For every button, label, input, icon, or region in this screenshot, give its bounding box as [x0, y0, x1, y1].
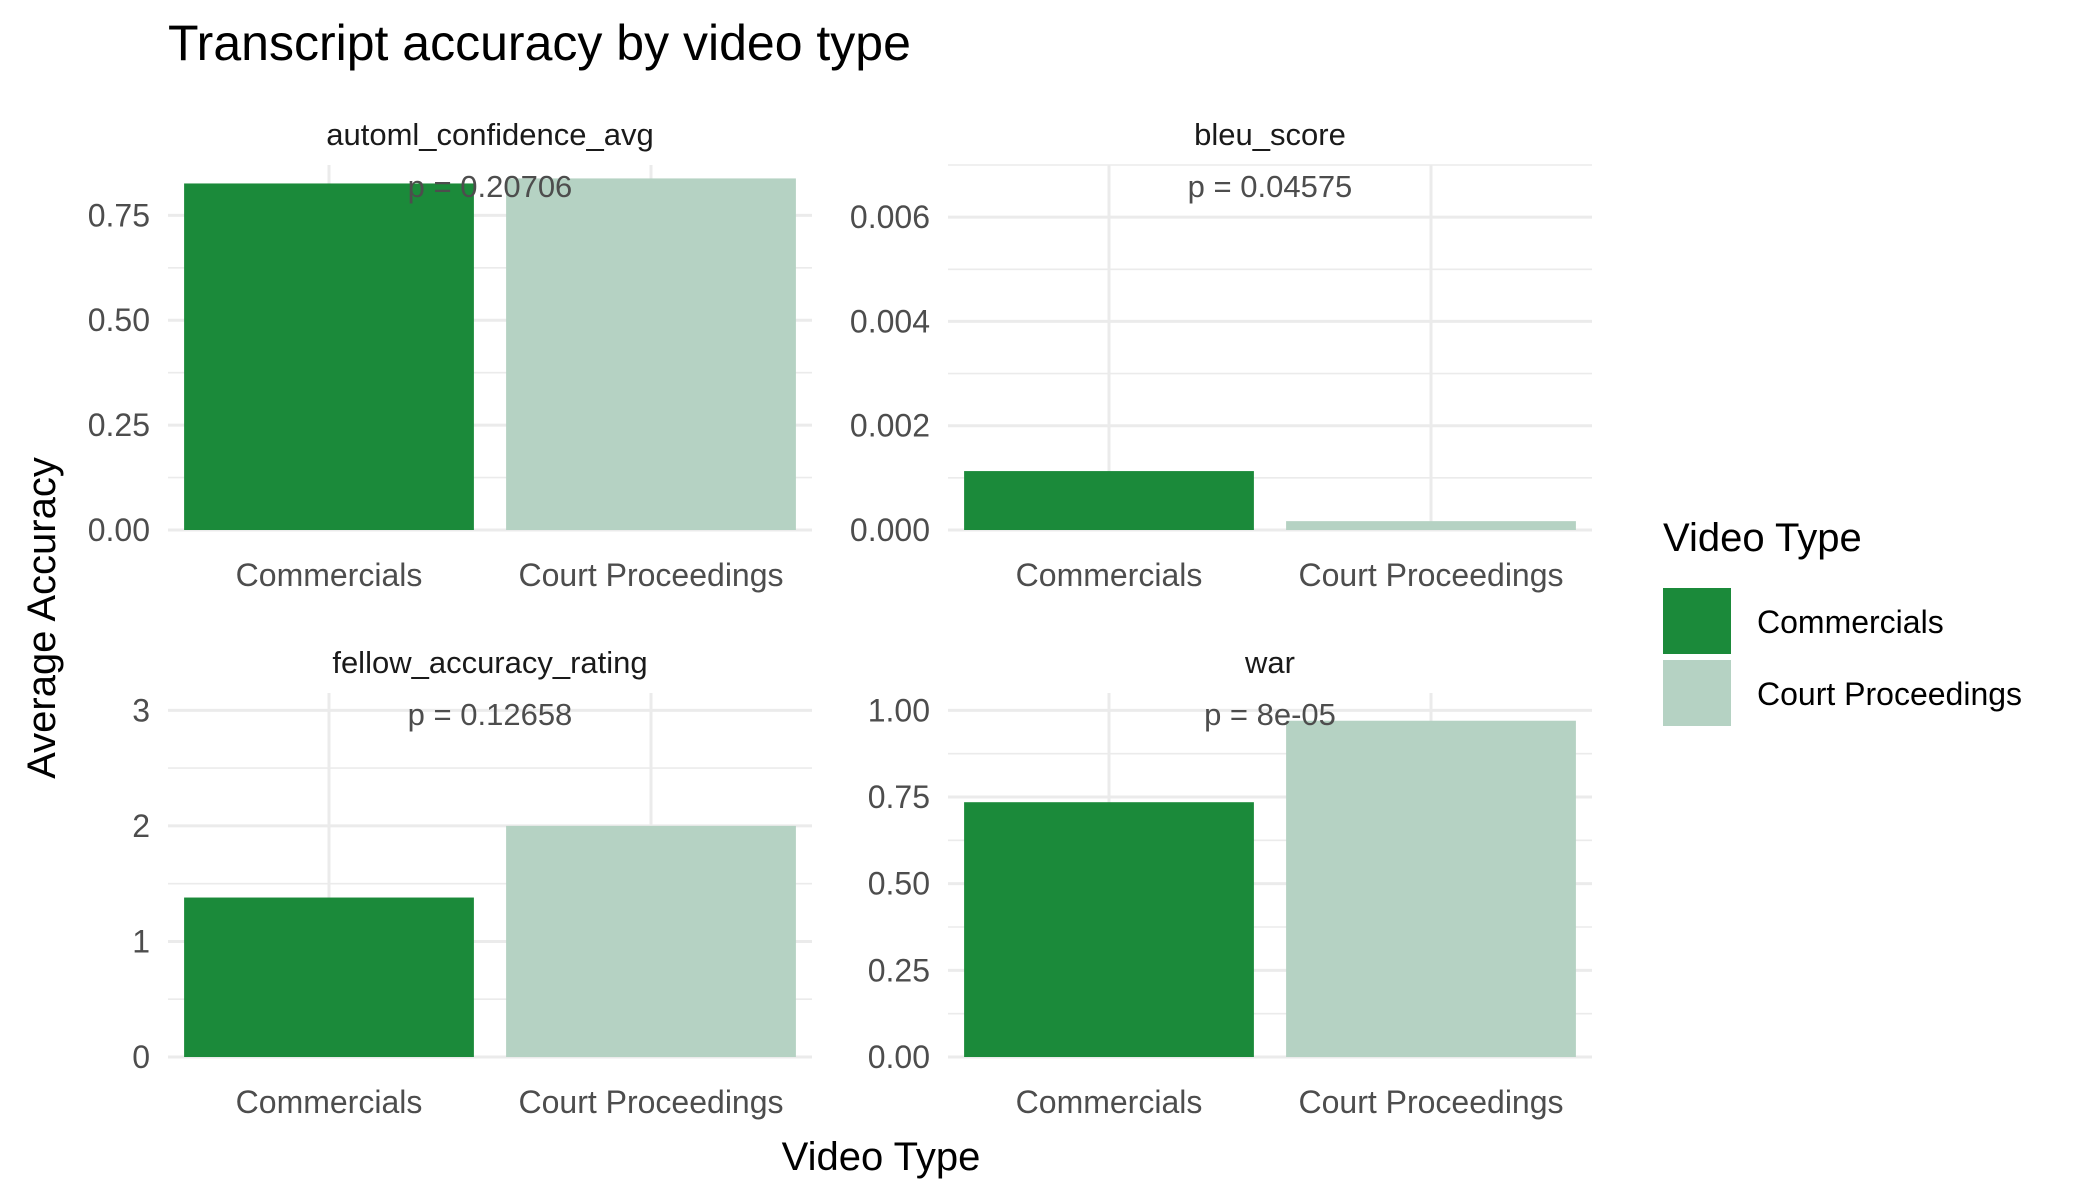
legend-swatch [1663, 588, 1731, 654]
chart-title: Transcript accuracy by video type [168, 15, 911, 71]
p-value-annotation: p = 0.12658 [408, 697, 573, 732]
panel-strip-label: war [1244, 645, 1295, 680]
bar-court-proceedings [506, 825, 796, 1057]
y-axis-title: Average Accuracy [20, 457, 64, 779]
bar-court-proceedings [1286, 521, 1576, 530]
x-tick-label: Court Proceedings [518, 557, 783, 593]
x-tick-label: Commercials [1016, 557, 1203, 593]
y-tick-label: 0 [132, 1039, 150, 1075]
y-tick-label: 0.50 [868, 866, 930, 902]
bar-commercials [964, 802, 1254, 1057]
x-tick-label: Court Proceedings [1298, 557, 1563, 593]
y-tick-label: 0.25 [88, 407, 150, 443]
y-tick-label: 0.004 [850, 303, 930, 339]
y-tick-label: 0.75 [88, 197, 150, 233]
legend-label: Court Proceedings [1757, 676, 2022, 712]
y-tick-label: 0.50 [88, 302, 150, 338]
x-tick-label: Commercials [236, 1084, 423, 1120]
bar-court-proceedings [506, 178, 796, 530]
bar-commercials [964, 471, 1254, 530]
x-tick-label: Commercials [1016, 1084, 1203, 1120]
bar-commercials [184, 183, 474, 530]
y-tick-label: 0.006 [850, 199, 930, 235]
bar-commercials [184, 897, 474, 1057]
x-tick-label: Commercials [236, 557, 423, 593]
y-tick-label: 0.00 [868, 1039, 930, 1075]
x-tick-label: Court Proceedings [1298, 1084, 1563, 1120]
p-value-annotation: p = 0.04575 [1188, 169, 1353, 204]
y-tick-label: 3 [132, 692, 150, 728]
panel-strip-label: fellow_accuracy_rating [332, 645, 647, 680]
y-tick-label: 2 [132, 808, 150, 844]
legend: Video Type Commercials Court Proceedings [1663, 516, 2022, 726]
legend-label: Commercials [1757, 604, 1944, 640]
y-tick-label: 1 [132, 923, 150, 959]
p-value-annotation: p = 0.20706 [408, 169, 573, 204]
p-value-annotation: p = 8e-05 [1204, 697, 1336, 732]
legend-swatch [1663, 660, 1731, 726]
bar-court-proceedings [1286, 720, 1576, 1057]
legend-title: Video Type [1663, 516, 1862, 560]
y-tick-label: 0.25 [868, 952, 930, 988]
panel-strip-label: automl_confidence_avg [326, 117, 653, 152]
panel-strip-label: bleu_score [1194, 117, 1346, 152]
y-tick-label: 0.000 [850, 512, 930, 548]
y-tick-label: 0.002 [850, 408, 930, 444]
panel-war: war p = 8e-05 0.00 0.25 0.50 0.75 1.00 Commerci… [868, 645, 1592, 1120]
y-tick-label: 0.00 [88, 512, 150, 548]
x-axis-title: Video Type [782, 1135, 981, 1179]
y-tick-label: 0.75 [868, 779, 930, 815]
y-tick-label: 1.00 [868, 692, 930, 728]
x-tick-label: Court Proceedings [518, 1084, 783, 1120]
